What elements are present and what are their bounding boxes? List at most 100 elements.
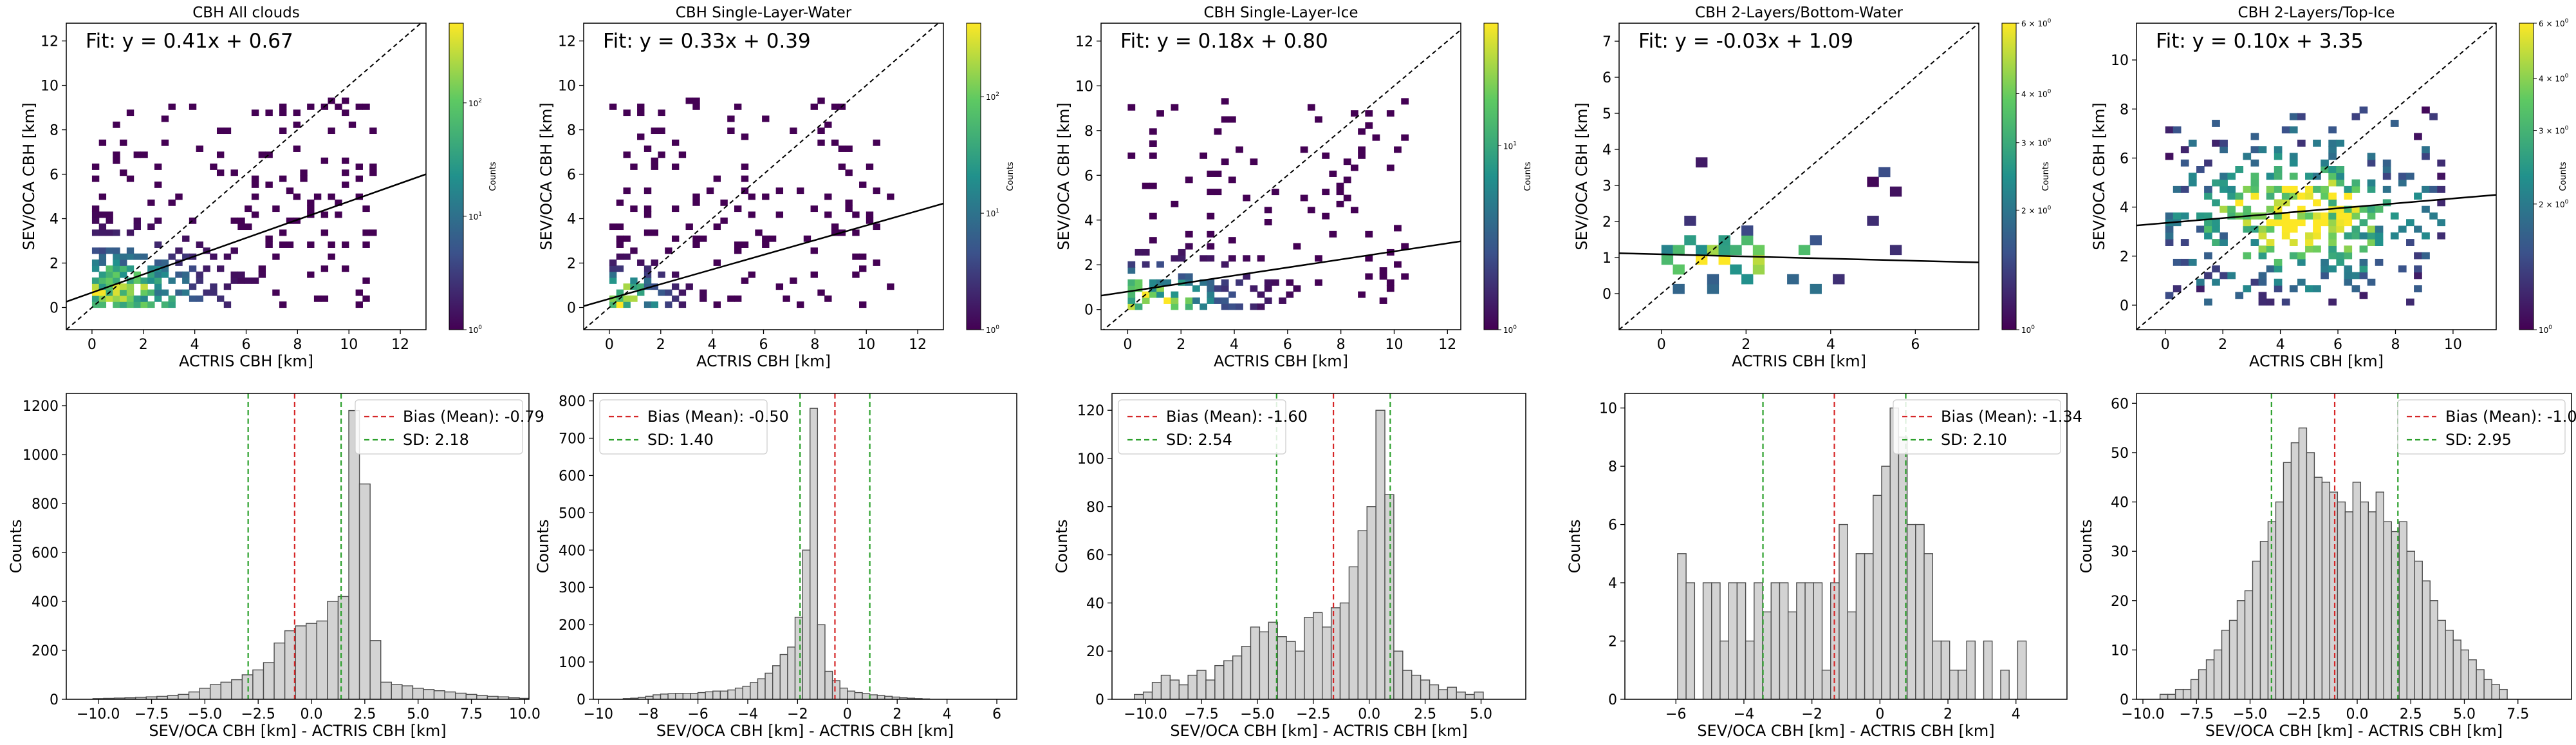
heatmap-cell — [2165, 212, 2174, 220]
heatmap-cell — [154, 163, 162, 170]
heatmap-cell — [98, 229, 107, 236]
histogram-bar — [2198, 669, 2207, 699]
fit-label: Fit: y = 0.33x + 0.39 — [603, 30, 811, 53]
heatmap-cell — [1135, 279, 1143, 286]
heatmap-cell — [237, 223, 245, 231]
heatmap-cell — [873, 223, 880, 231]
histogram-bar — [2221, 630, 2230, 699]
histogram-bar — [2306, 452, 2315, 699]
colorbar-tick-exponent: 1 — [478, 211, 482, 218]
axes-frame — [1100, 23, 1461, 330]
heatmap-cell — [1394, 225, 1402, 232]
heatmap-cell — [2219, 205, 2228, 213]
heatmap-cell — [106, 229, 113, 236]
heatmap-cell — [859, 181, 867, 188]
heatmap-cell — [2180, 239, 2189, 246]
histogram-bar — [1169, 679, 1180, 699]
heatmap-cell — [2359, 292, 2368, 299]
y-axis-label: SEV/OCA CBH [km] — [1573, 102, 1591, 250]
heatmap-cell — [1878, 167, 1891, 178]
x-tick-label: 4 — [2276, 337, 2285, 353]
heatmap-cell — [91, 229, 100, 236]
heatmap-cell — [713, 259, 721, 266]
heatmap-cell — [2266, 265, 2275, 273]
histogram-bar — [1134, 693, 1144, 699]
histogram-bar — [2167, 693, 2176, 699]
x-tick-label: −7.5 — [1184, 706, 1218, 722]
heatmap-cell — [2212, 199, 2220, 207]
heatmap-cell — [1207, 170, 1215, 177]
heatmap-cell — [658, 151, 665, 158]
histogram-bar — [810, 408, 819, 699]
heatmap-cell — [1661, 245, 1674, 256]
heatmap-cell — [2398, 173, 2407, 180]
heatmap-cell — [2375, 232, 2384, 240]
histogram-bar — [295, 625, 307, 699]
heatmap-cell — [831, 103, 839, 110]
heatmap-cell — [2219, 239, 2228, 246]
heatmap-cell — [1810, 235, 1822, 245]
plot-area — [622, 393, 931, 699]
heatmap-cell — [154, 217, 162, 224]
heatmap-cell — [113, 295, 120, 302]
heatmap-cell — [741, 277, 749, 284]
heatmap-cell — [1707, 283, 1719, 294]
heatmap-cell — [2344, 205, 2353, 213]
heatmap-cell — [98, 247, 107, 254]
heatmap-cell — [2219, 173, 2228, 180]
heatmap-cell — [113, 265, 120, 272]
heatmap-cell — [609, 271, 617, 278]
histogram-bar — [862, 693, 871, 699]
heatmap-cell — [616, 241, 624, 248]
heatmap-cell — [2180, 159, 2189, 167]
heatmap-cell — [2274, 146, 2283, 154]
heatmap-cell — [245, 205, 252, 212]
histogram-bar — [252, 669, 264, 699]
heatmap-cell — [671, 283, 680, 290]
heatmap-cell — [113, 229, 120, 236]
heatmap-cell — [2359, 258, 2368, 266]
heatmap-cell — [1207, 189, 1215, 196]
heatmap-cell — [866, 211, 874, 218]
heatmap-cell — [616, 199, 624, 206]
heatmap-cell — [168, 277, 176, 284]
histogram-bar — [1821, 670, 1831, 699]
histogram-bar — [1983, 640, 1993, 699]
y-tick-label: 4 — [50, 212, 59, 228]
y-tick-label: 12 — [41, 34, 59, 50]
heatmap-cell — [279, 109, 287, 117]
y-tick-label: 0 — [1095, 692, 1104, 708]
y-tick-label: 10 — [2111, 53, 2129, 69]
heatmap-cell — [1149, 140, 1157, 147]
heatmap-cell — [113, 121, 120, 128]
colorbar-tick-exponent: 0 — [2565, 126, 2569, 132]
heatmap-cell — [623, 253, 631, 260]
heatmap-cell — [203, 247, 210, 254]
heatmap-cell — [251, 181, 259, 188]
heatmap-cell — [2258, 272, 2267, 279]
heatmap-cell — [1322, 152, 1330, 159]
heatmap-cell — [355, 103, 363, 110]
heatmap-cell — [216, 295, 225, 302]
histogram-bar — [794, 616, 803, 699]
heatmap-cell — [293, 121, 301, 128]
heatmap-cell — [1221, 285, 1229, 292]
heatmap-cell — [2359, 272, 2368, 279]
axes-frame — [66, 393, 530, 700]
histogram-bar — [2017, 640, 2027, 699]
histogram-bar — [1438, 689, 1449, 699]
heatmap-cell — [251, 193, 259, 200]
histogram-bar — [854, 692, 863, 699]
fit-line — [66, 173, 426, 303]
heatmap-cell — [189, 283, 197, 290]
heatmap-cell — [2359, 245, 2368, 253]
heatmap-cell — [258, 151, 266, 158]
heatmap-cell — [748, 271, 755, 278]
heatmap-cell — [328, 253, 335, 260]
heatmap-cell — [1257, 303, 1265, 310]
x-tick-label: 6 — [759, 337, 768, 353]
heatmap-cell — [2227, 205, 2236, 213]
heatmap-cell — [147, 223, 155, 231]
heatmap-cell — [2212, 219, 2220, 227]
heatmap-cell — [2429, 212, 2438, 220]
